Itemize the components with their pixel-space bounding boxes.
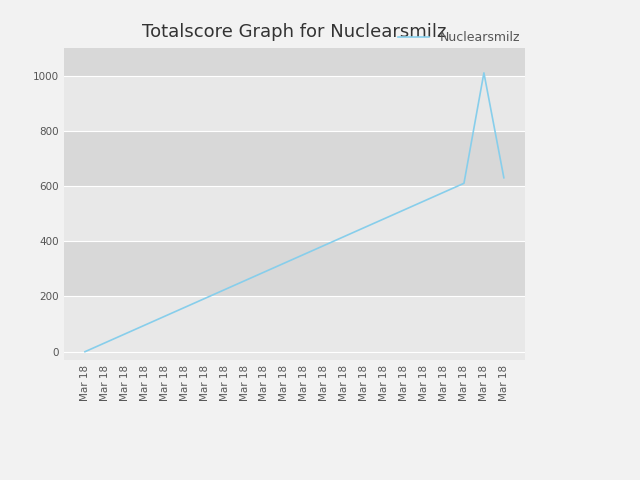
Nuclearsmilz bbox=[360, 225, 368, 230]
Nuclearsmilz bbox=[420, 198, 428, 204]
Bar bbox=[64, 48, 525, 76]
Nuclearsmilz bbox=[260, 269, 268, 275]
Bar bbox=[64, 131, 525, 186]
Nuclearsmilz bbox=[221, 287, 228, 292]
Nuclearsmilz bbox=[280, 260, 288, 266]
Bar bbox=[64, 241, 525, 297]
Nuclearsmilz bbox=[400, 207, 408, 213]
Nuclearsmilz bbox=[181, 304, 189, 310]
Nuclearsmilz bbox=[81, 349, 89, 355]
Nuclearsmilz bbox=[141, 322, 148, 328]
Nuclearsmilz bbox=[380, 216, 388, 222]
Nuclearsmilz bbox=[500, 175, 508, 180]
Nuclearsmilz bbox=[480, 70, 488, 76]
Nuclearsmilz bbox=[440, 189, 448, 195]
Nuclearsmilz bbox=[241, 278, 248, 284]
Nuclearsmilz bbox=[101, 340, 109, 346]
Nuclearsmilz bbox=[460, 180, 468, 186]
Legend: Nuclearsmilz: Nuclearsmilz bbox=[393, 26, 525, 49]
Bar bbox=[64, 297, 525, 352]
Nuclearsmilz bbox=[301, 252, 308, 257]
Nuclearsmilz bbox=[201, 296, 209, 301]
Bar bbox=[64, 76, 525, 131]
Title: Totalscore Graph for Nuclearsmilz: Totalscore Graph for Nuclearsmilz bbox=[142, 23, 447, 41]
Nuclearsmilz bbox=[161, 313, 168, 319]
Nuclearsmilz bbox=[340, 234, 348, 240]
Line: Nuclearsmilz: Nuclearsmilz bbox=[85, 73, 504, 352]
Nuclearsmilz bbox=[121, 331, 129, 337]
Nuclearsmilz bbox=[321, 242, 328, 248]
Bar bbox=[64, 186, 525, 241]
